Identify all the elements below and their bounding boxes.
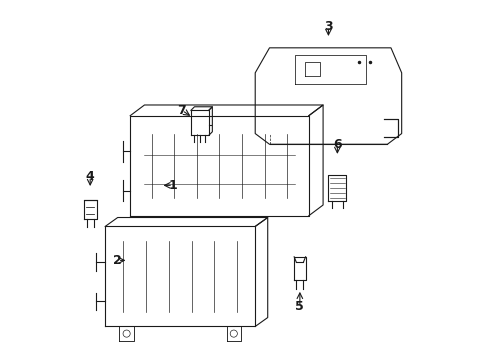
Text: 4: 4 (85, 170, 94, 183)
Text: 2: 2 (113, 254, 122, 267)
Text: 1: 1 (168, 179, 177, 192)
Text: 5: 5 (295, 300, 304, 313)
Text: 7: 7 (177, 104, 186, 117)
Text: 3: 3 (324, 20, 332, 33)
Text: 6: 6 (332, 138, 341, 151)
